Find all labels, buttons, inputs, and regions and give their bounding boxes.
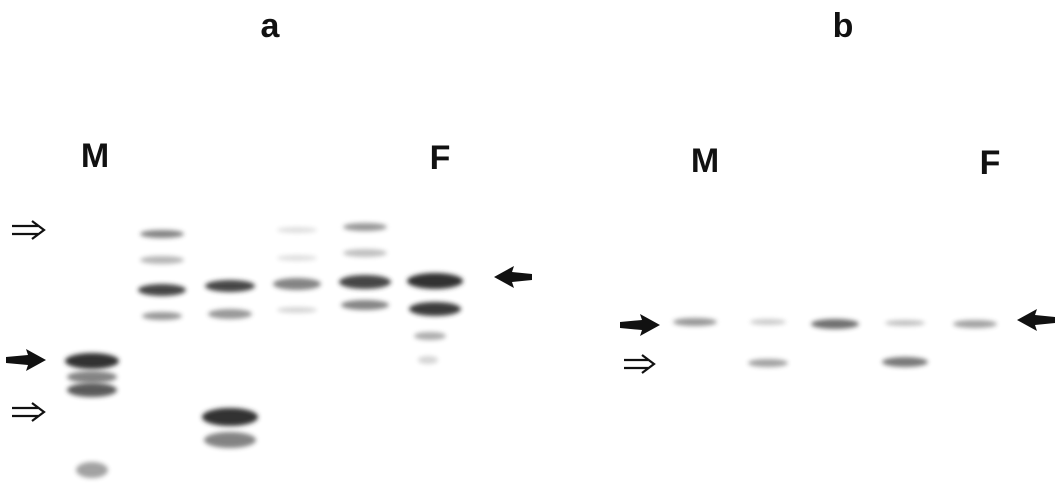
lane-label: F <box>980 144 1001 182</box>
lane-label: F <box>430 139 451 177</box>
panel-label: a <box>261 7 281 45</box>
gel-figure: a b M F M F <box>0 0 1058 493</box>
lane-label: M <box>81 137 109 175</box>
lane-label: M <box>691 142 719 180</box>
panel-label: b <box>833 7 854 45</box>
gel-bands <box>65 223 997 478</box>
